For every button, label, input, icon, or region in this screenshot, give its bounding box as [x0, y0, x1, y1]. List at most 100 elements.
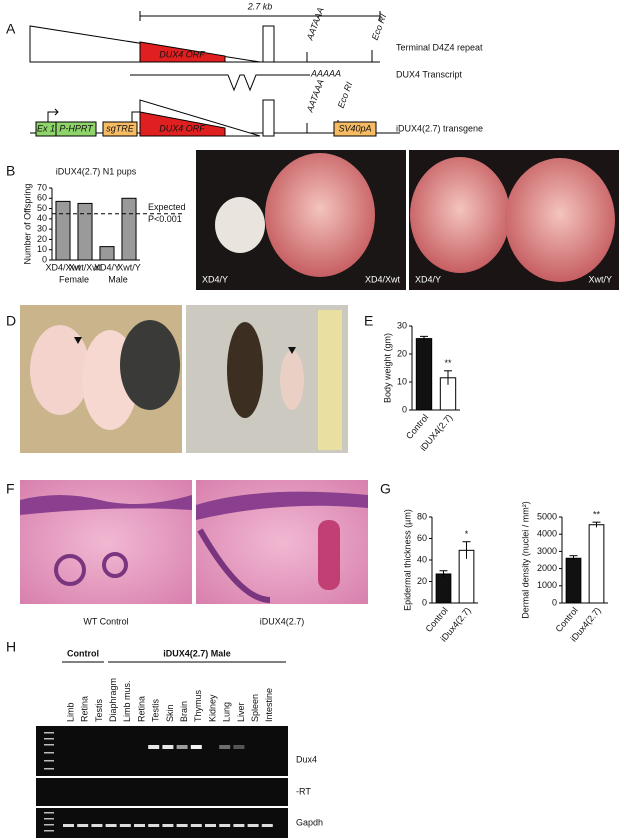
panel-label: G	[380, 481, 391, 497]
y-axis-label: Dermal density (nuclei / mm²)	[520, 501, 530, 619]
gel-row-label: Gapdh	[296, 817, 323, 827]
ladder-band	[44, 744, 54, 746]
gel-panel	[36, 726, 288, 776]
y-tick-label: 50	[37, 203, 47, 213]
y-tick-label: 0	[422, 597, 427, 607]
group-label: Female	[59, 274, 89, 284]
y-tick-label: 10	[37, 244, 47, 254]
x-tick-label: XD4/Xwt	[45, 262, 81, 272]
ladder-band	[44, 760, 54, 762]
ladder-band	[44, 818, 54, 820]
lane-label: Skin	[165, 704, 175, 722]
gel-band	[205, 824, 216, 827]
y-tick-label: 20	[397, 348, 407, 358]
gel-band	[219, 824, 231, 827]
row-label: Terminal D4Z4 repeat	[396, 42, 483, 52]
y-axis-label: Number of Offspring	[22, 184, 32, 265]
row-label: iDUX4(2.7) transgene	[396, 123, 483, 133]
histology	[20, 480, 368, 604]
bar	[55, 200, 71, 261]
ladder-band	[44, 732, 54, 734]
tre-label: sgTRE	[106, 123, 135, 133]
x-tick-label: Xwt/Y	[117, 262, 141, 272]
gel-band	[233, 745, 245, 749]
mouse-photos	[20, 305, 348, 453]
gel-panel	[36, 808, 288, 838]
site-label: Eco RI	[370, 12, 389, 41]
panel-label: B	[6, 163, 15, 179]
lane-label: Retina	[136, 696, 146, 722]
gel-row-label: -RT	[296, 786, 311, 796]
y-tick-label: 0	[42, 254, 47, 264]
lane-label: Diaphragm	[108, 678, 118, 722]
panel-label: A	[6, 21, 16, 37]
significance: *	[465, 529, 469, 539]
ladder-band	[44, 812, 54, 814]
reference-label: Expected	[148, 202, 186, 212]
gel-band	[77, 824, 89, 827]
y-axis-label: Body weight (gm)	[382, 333, 392, 403]
bar	[435, 573, 452, 604]
gel-band	[176, 824, 188, 827]
gel-band	[247, 824, 259, 827]
gel-group: Control	[67, 648, 99, 658]
gel-band	[162, 745, 174, 749]
gel-band	[233, 824, 245, 827]
exon-label: Ex 1	[37, 123, 55, 133]
group-label: Male	[108, 274, 128, 284]
chart-title: iDUX4(2.7) N1 pups	[56, 166, 137, 176]
genotype-label: Xwt/Y	[588, 274, 612, 284]
lane-label: Spleen	[250, 694, 260, 722]
lane-label: Intestine	[264, 688, 274, 722]
bar	[415, 338, 433, 411]
y-tick-label: 20	[37, 234, 47, 244]
scale-label: 2.7 kb	[247, 1, 273, 11]
gel-band	[162, 824, 174, 827]
lane-label: Limb	[65, 702, 75, 722]
terminator-label: SV40pA	[338, 123, 371, 133]
panel-label: D	[6, 313, 16, 329]
annotation: P<0.001	[148, 214, 182, 224]
orf-label: DUX4 ORF	[159, 49, 205, 59]
tail-label: AAAAA	[310, 68, 341, 78]
genotype-label: XD4/Xwt	[365, 274, 401, 284]
gel-band	[134, 824, 145, 827]
lane-label: Brain	[179, 701, 189, 722]
gel-band	[91, 824, 103, 827]
y-tick-label: 10	[397, 376, 407, 386]
ladder-band	[44, 830, 54, 832]
construct-diagram	[29, 11, 400, 137]
gel-band	[190, 745, 202, 749]
orf-label: DUX4 ORF	[159, 123, 205, 133]
y-tick-label: 20	[417, 576, 427, 586]
gel-band	[176, 745, 188, 749]
genotype-label: XD4/Y	[415, 274, 441, 284]
gel-band	[148, 824, 160, 827]
lane-label: Lung	[222, 702, 232, 722]
polya-label: AATAAA	[304, 78, 325, 114]
y-axis-label: Epidermal thickness (µm)	[402, 509, 412, 611]
gel-group: iDUX4(2.7) Male	[163, 648, 231, 658]
gel-band	[63, 824, 74, 827]
site-label: Eco RI	[336, 80, 355, 109]
lane-label: Testis	[151, 698, 161, 722]
lane-label: Liver	[236, 702, 246, 722]
y-tick-label: 0	[552, 597, 557, 607]
lane-label: Retina	[80, 696, 90, 722]
y-tick-label: 80	[417, 511, 427, 521]
gel-band	[190, 824, 202, 827]
gel-band	[219, 745, 231, 749]
histology-caption: iDUX4(2.7)	[260, 616, 305, 626]
lane-label: Limb mus.	[122, 680, 132, 722]
bar	[588, 524, 605, 604]
y-tick-label: 40	[417, 554, 427, 564]
y-tick-label: 2000	[537, 563, 557, 573]
gel-panel	[36, 778, 288, 806]
significance: **	[444, 358, 452, 368]
y-tick-label: 60	[37, 193, 47, 203]
lane-label: Kidney	[207, 694, 217, 722]
y-tick-label: 1000	[537, 580, 557, 590]
y-tick-label: 3000	[537, 546, 557, 556]
